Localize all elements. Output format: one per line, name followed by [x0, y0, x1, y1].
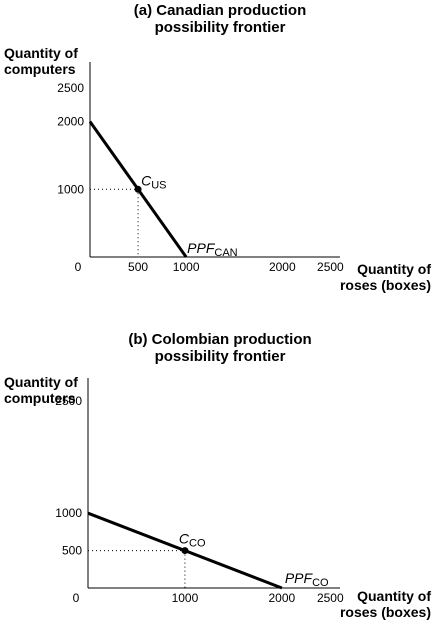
y-axis-label-line-2: computers [4, 61, 76, 77]
chart-title-line-2: possibility frontier [154, 348, 286, 365]
ppf-label: PPFCO [285, 570, 329, 589]
y-tick-label: 2000 [57, 115, 84, 129]
point-label: CCO [179, 531, 206, 550]
x-axis-label-line-2: roses (boxes) [339, 277, 431, 293]
consumption-point [181, 547, 189, 555]
chart-plot-area: 0 1000 2000 2500 500 1000 2500 PPFCO CCO [55, 378, 344, 605]
y-axis-label: Quantity of computers [4, 45, 78, 77]
x-tick-label: 1000 [173, 260, 200, 274]
point-label: CUS [141, 172, 166, 191]
y-tick-label: 2500 [57, 81, 84, 95]
chart-colombia: (b) Colombian production possibility fro… [0, 310, 435, 621]
x-tick-label: 0 [73, 591, 80, 605]
chart-title-line-1: (a) Canadian production [133, 2, 307, 19]
y-tick-label: 2500 [55, 394, 82, 408]
y-axis-label: Quantity of computers [4, 374, 78, 406]
ppf-label: PPFCAN [187, 240, 238, 259]
consumption-point [134, 185, 142, 193]
chart-title-line-1: (b) Colombian production [128, 331, 312, 348]
y-axis-label-line-2: computers [4, 390, 76, 406]
x-axis-label: Quantity of roses (boxes) [340, 261, 431, 293]
y-axis-label-line-1: Quantity of [4, 374, 78, 390]
chart-title: (a) Canadian production possibility fron… [60, 2, 380, 36]
y-tick-label: 500 [62, 544, 82, 558]
x-tick-label: 0 [75, 260, 82, 274]
chart-canada: (a) Canadian production possibility fron… [0, 0, 435, 300]
x-axis-label: Quantity of roses (boxes) [340, 588, 431, 620]
chart-title-line-2: possibility frontier [154, 19, 286, 36]
x-tick-label: 1000 [172, 591, 199, 605]
x-axis-label-line-1: Quantity of [357, 261, 431, 277]
x-axis-label-line-2: roses (boxes) [339, 604, 431, 620]
x-tick-label: 2000 [269, 260, 296, 274]
y-tick-label: 1000 [57, 182, 84, 196]
x-tick-label: 500 [128, 260, 148, 274]
x-tick-label: 2500 [317, 591, 344, 605]
x-axis-label-line-1: Quantity of [357, 588, 431, 604]
y-tick-label: 1000 [55, 506, 82, 520]
x-tick-label: 2500 [317, 260, 344, 274]
x-tick-label: 2000 [268, 591, 295, 605]
y-axis-label-line-1: Quantity of [4, 45, 78, 61]
chart-title: (b) Colombian production possibility fro… [60, 331, 380, 365]
chart-plot-area: 0 500 1000 2000 2500 1000 2000 2500 PPFCAN CUS [57, 62, 344, 274]
